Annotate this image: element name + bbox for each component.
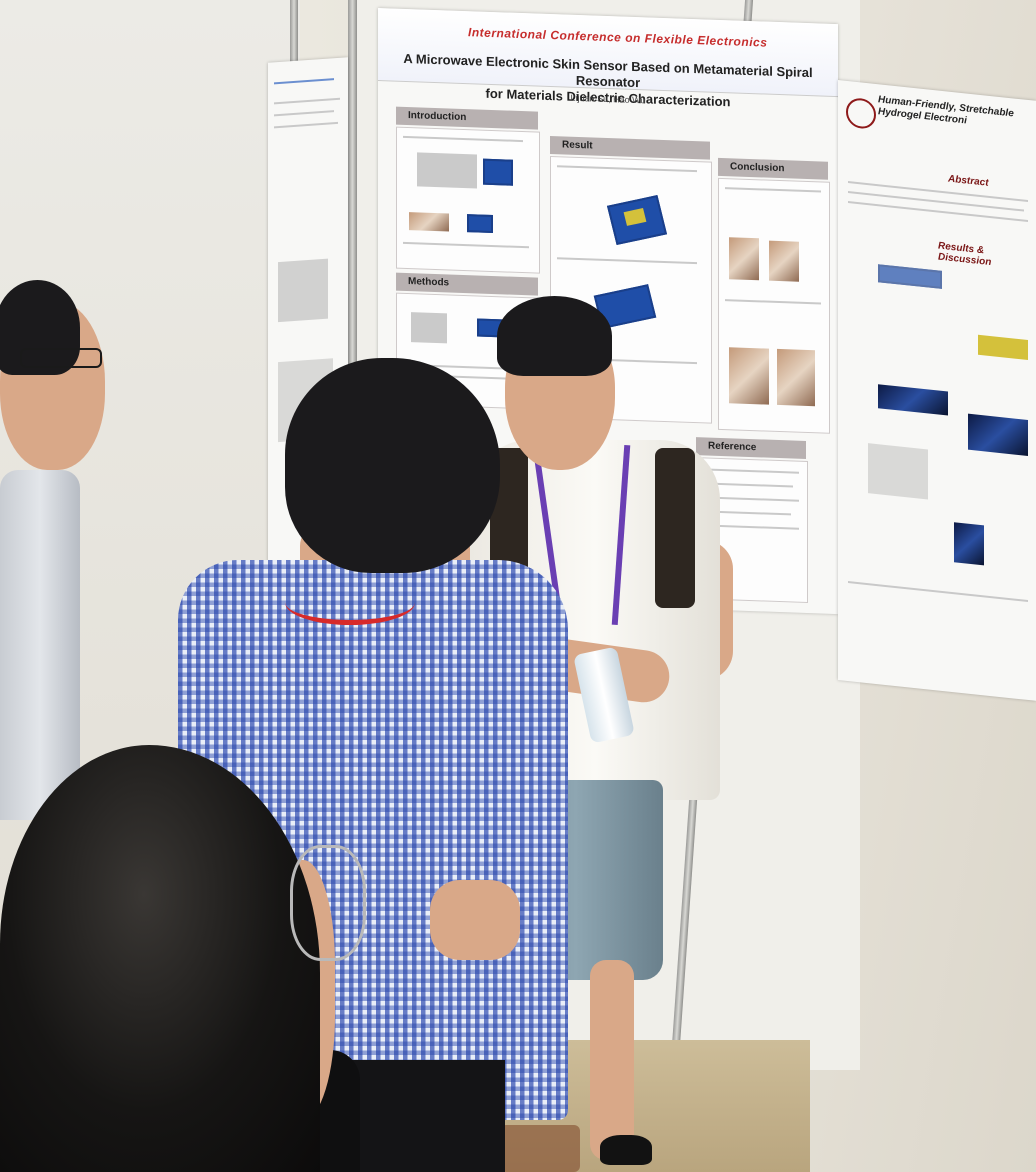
- presenter-hair: [497, 296, 612, 376]
- conference-title: International Conference on Flexible Ele…: [468, 25, 768, 50]
- attendee-left-hair: [0, 280, 80, 375]
- section-methods-heading: Methods: [396, 272, 538, 296]
- backpack-strap-right: [655, 448, 695, 608]
- floor-mat: [500, 1125, 580, 1172]
- conference-banner: International Conference on Flexible Ele…: [378, 8, 838, 109]
- right-poster-title: Human-Friendly, Stretchable Hydrogel Ele…: [878, 94, 1028, 134]
- right-poster-abstract-heading: Abstract: [948, 173, 989, 189]
- foreground-attendee-glasses: [290, 845, 366, 961]
- red-lanyard: [285, 580, 415, 625]
- section-reference-heading: Reference: [696, 437, 806, 459]
- university-seal-icon: [846, 96, 876, 130]
- section-conclusion-heading: Conclusion: [718, 157, 828, 180]
- right-poster-results-heading: Results & Discussion: [938, 240, 992, 269]
- section-introduction-heading: Introduction: [396, 106, 538, 130]
- attendee-checked-hands: [430, 880, 520, 960]
- attendee-checked-hair: [285, 358, 500, 573]
- presenter-shoe: [600, 1135, 652, 1165]
- right-side-poster: Human-Friendly, Stretchable Hydrogel Ele…: [838, 80, 1036, 701]
- presenter-leg-right: [590, 960, 634, 1160]
- section-introduction: [396, 126, 540, 274]
- foreground-attendee-hair: [0, 745, 320, 1172]
- attendee-left-glasses: [20, 348, 102, 368]
- attendee-left-body: [0, 470, 80, 820]
- section-conclusion: [718, 177, 830, 434]
